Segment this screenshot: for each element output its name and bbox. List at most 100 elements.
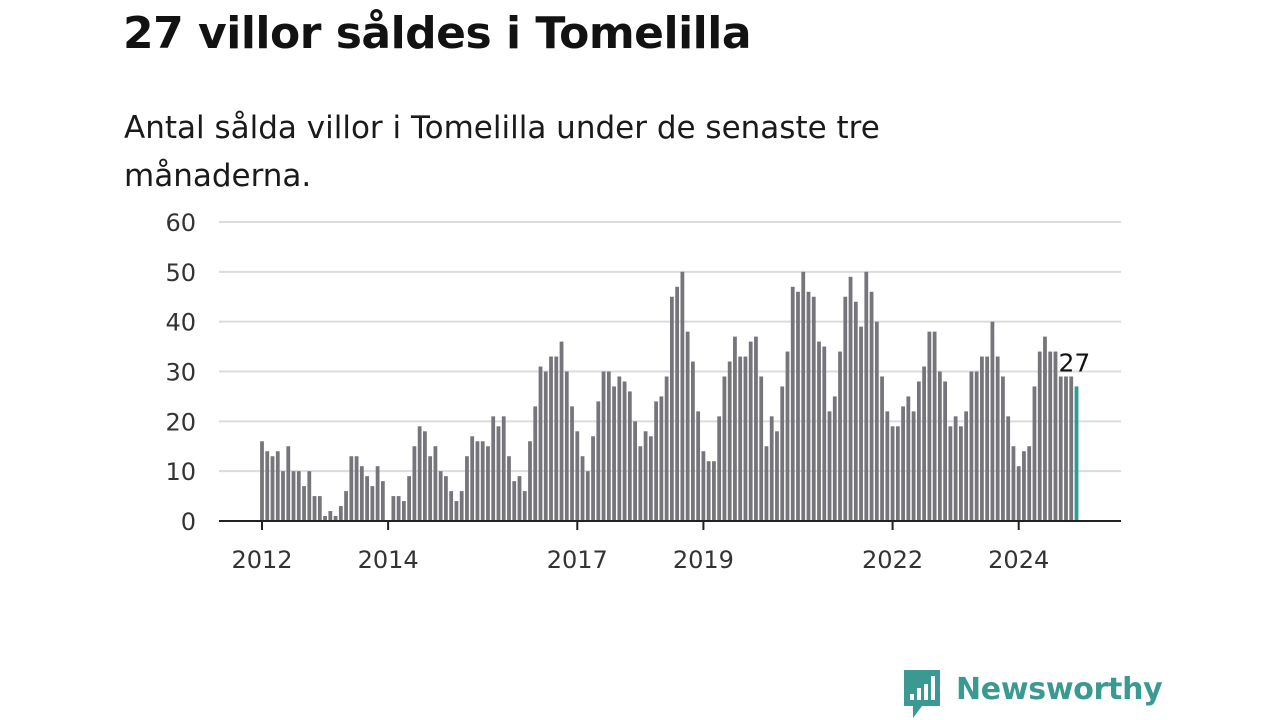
bar bbox=[317, 496, 322, 521]
x-tick-label: 2014 bbox=[358, 546, 419, 574]
bar bbox=[580, 456, 585, 521]
bar bbox=[906, 396, 911, 521]
y-tick: 40 bbox=[165, 309, 196, 337]
bar bbox=[1027, 446, 1032, 521]
bar bbox=[465, 456, 469, 521]
bar bbox=[380, 481, 385, 521]
bar bbox=[643, 431, 648, 521]
bar bbox=[270, 456, 275, 521]
bar bbox=[895, 426, 900, 521]
bar-highlight bbox=[1074, 386, 1079, 521]
bar bbox=[1053, 351, 1058, 521]
bar bbox=[428, 456, 433, 521]
bar bbox=[948, 426, 953, 521]
bar bbox=[449, 491, 454, 521]
bar bbox=[533, 406, 538, 521]
bar bbox=[401, 501, 406, 521]
bar bbox=[927, 331, 932, 521]
bar bbox=[528, 441, 532, 521]
bar bbox=[601, 371, 606, 521]
bar bbox=[1064, 376, 1068, 521]
bar bbox=[811, 296, 816, 521]
bar bbox=[764, 446, 769, 521]
bar bbox=[538, 366, 543, 521]
bar bbox=[1037, 351, 1042, 521]
bar bbox=[911, 411, 916, 521]
bar bbox=[633, 421, 637, 521]
bar bbox=[275, 451, 280, 521]
bar bbox=[512, 481, 517, 521]
bar bbox=[848, 276, 853, 521]
bar bbox=[1032, 386, 1037, 521]
x-tick-label: 2017 bbox=[547, 546, 608, 574]
x-tick: 2014 bbox=[358, 521, 419, 574]
bar bbox=[827, 411, 832, 521]
bar bbox=[444, 476, 448, 521]
bar bbox=[780, 386, 785, 521]
y-tick: 0 bbox=[181, 508, 196, 536]
bar bbox=[265, 451, 270, 521]
y-tick-label: 30 bbox=[165, 359, 196, 387]
bar bbox=[937, 371, 942, 521]
x-tick-label: 2022 bbox=[862, 546, 923, 574]
bar bbox=[722, 376, 727, 521]
bar bbox=[522, 491, 527, 521]
bar bbox=[365, 476, 369, 521]
bar bbox=[333, 516, 338, 521]
bar bbox=[859, 326, 863, 521]
bar bbox=[359, 466, 364, 521]
bar bbox=[727, 361, 732, 521]
bar bbox=[717, 416, 722, 521]
y-tick-label: 50 bbox=[165, 259, 196, 287]
brand-name: Newsworthy bbox=[956, 672, 1163, 707]
bar bbox=[344, 491, 348, 521]
x-tick-label: 2012 bbox=[231, 546, 292, 574]
bar bbox=[980, 356, 984, 521]
bar bbox=[969, 371, 974, 521]
bar bbox=[554, 356, 559, 521]
x-tick-label: 2019 bbox=[673, 546, 734, 574]
bar bbox=[491, 416, 496, 521]
bar bbox=[480, 441, 485, 521]
last-value-label: 27 bbox=[1059, 348, 1091, 377]
y-tick-label: 10 bbox=[165, 458, 196, 486]
bar bbox=[396, 496, 401, 521]
bar bbox=[943, 381, 948, 521]
bar bbox=[606, 371, 611, 521]
bar bbox=[612, 386, 616, 521]
bar bbox=[675, 286, 680, 521]
bars bbox=[260, 271, 1079, 521]
bar bbox=[1022, 451, 1026, 521]
bar bbox=[328, 511, 333, 521]
bar bbox=[801, 271, 806, 521]
bar bbox=[990, 321, 995, 521]
y-tick: 60 bbox=[165, 209, 196, 237]
bar bbox=[559, 341, 564, 521]
x-tick: 2022 bbox=[862, 521, 923, 574]
bar bbox=[669, 296, 674, 521]
bar bbox=[659, 396, 664, 521]
bar bbox=[1006, 416, 1011, 521]
bar bbox=[995, 356, 1000, 521]
bar bbox=[423, 431, 427, 521]
bar bbox=[985, 356, 990, 521]
bar bbox=[470, 436, 475, 521]
bar bbox=[743, 356, 748, 521]
bar bbox=[822, 346, 827, 521]
bar bbox=[627, 391, 632, 521]
bar bbox=[832, 396, 837, 521]
bar bbox=[843, 296, 848, 521]
bar bbox=[838, 351, 842, 521]
bar bbox=[370, 486, 375, 521]
bar bbox=[691, 361, 695, 521]
bar bbox=[733, 336, 737, 521]
bar bbox=[417, 426, 422, 521]
bar bbox=[706, 461, 711, 521]
bar bbox=[302, 486, 306, 521]
bar bbox=[790, 286, 795, 521]
bar bbox=[953, 416, 958, 521]
bar bbox=[591, 436, 595, 521]
bar bbox=[1043, 336, 1047, 521]
bar bbox=[549, 356, 553, 521]
